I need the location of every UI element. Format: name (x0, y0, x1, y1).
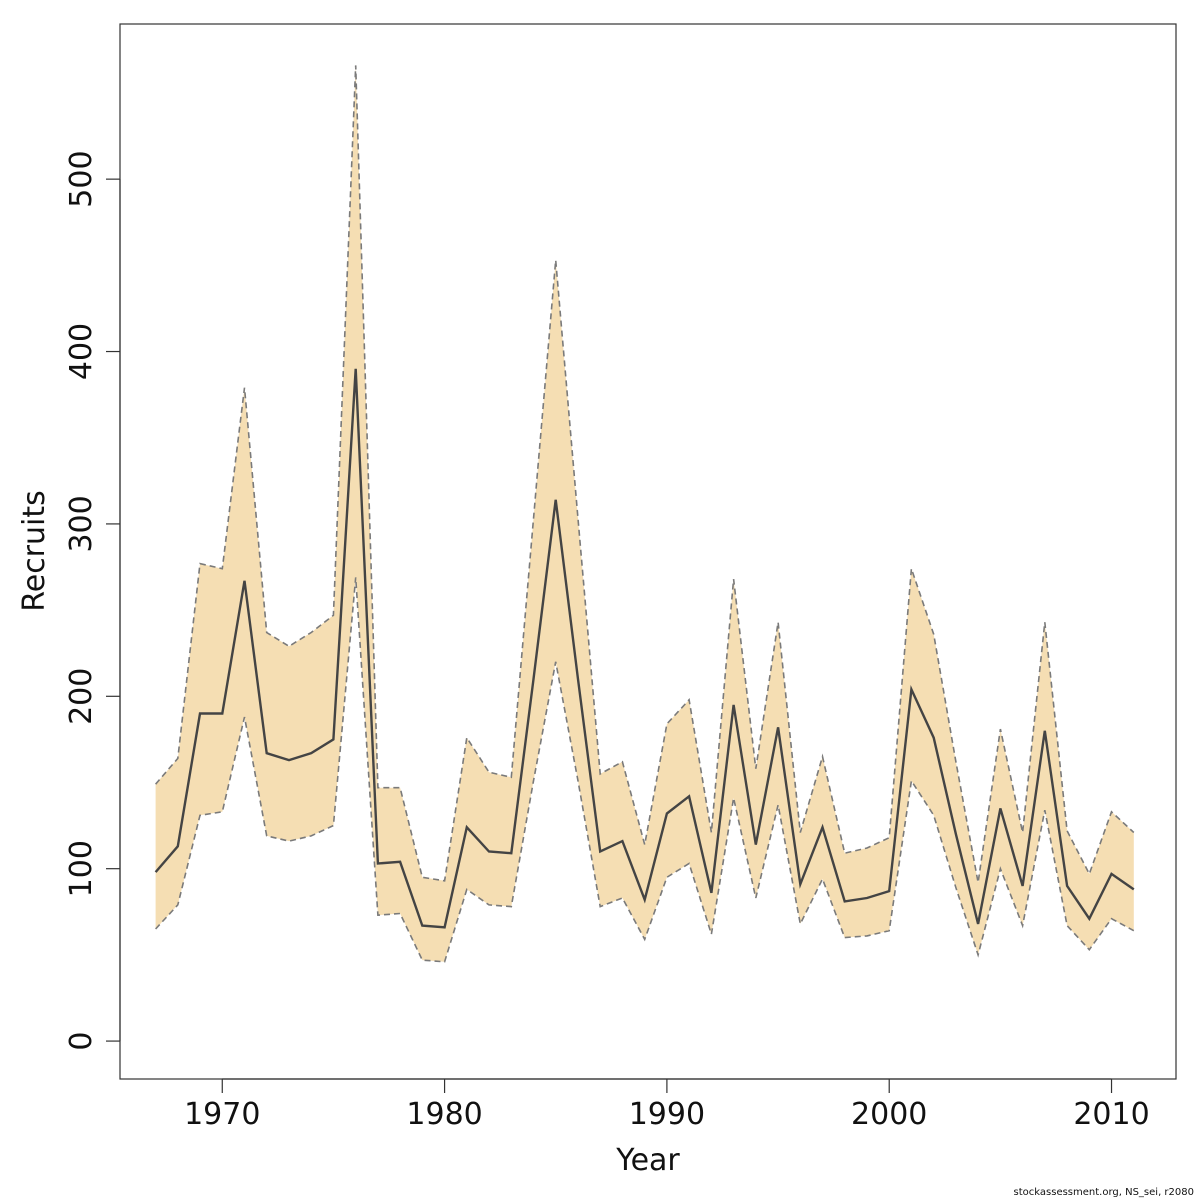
x-axis: 1970 1980 1990 2000 2010 (184, 1078, 1150, 1132)
x-tick-label: 2010 (1073, 1097, 1149, 1132)
confidence-band (155, 65, 1134, 962)
footer-credit: stockassessment.org, NS_sei, r2080 (1013, 1187, 1194, 1198)
y-tick-label: 500 (64, 150, 99, 207)
x-tick-label: 1970 (184, 1097, 260, 1132)
y-axis: 0 100 200 300 400 500 (64, 150, 121, 1051)
y-tick-label: 0 (64, 1032, 99, 1051)
recruits-estimate-line (154, 368, 1135, 929)
y-axis-title: Recruits (17, 490, 52, 612)
y-tick-label: 300 (64, 495, 99, 552)
lower-bound-line (155, 577, 1135, 963)
x-tick-label: 1980 (406, 1097, 482, 1132)
x-tick-label: 2000 (851, 1097, 927, 1132)
x-tick-label: 1990 (629, 1097, 705, 1132)
x-axis-title: Year (615, 1143, 680, 1178)
upper-bound-line (154, 65, 1135, 883)
y-tick-label: 400 (64, 323, 99, 380)
y-tick-label: 100 (64, 840, 99, 897)
y-tick-label: 200 (64, 668, 99, 725)
